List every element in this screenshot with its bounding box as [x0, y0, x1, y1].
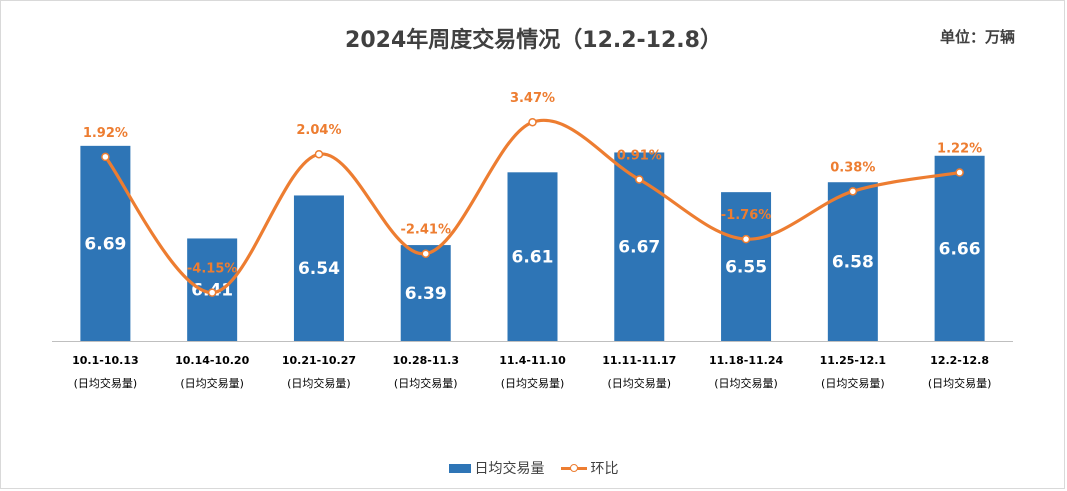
x-tick-label: 10.1-10.13: [72, 354, 139, 367]
line-value-label: 0.91%: [617, 148, 662, 163]
line-point: [314, 149, 324, 159]
line-point: [955, 168, 964, 177]
bar: [721, 192, 772, 341]
bar: [80, 145, 131, 341]
x-tick-sublabel: (日均交易量): [821, 376, 885, 390]
line-point: [741, 234, 751, 244]
legend-item-line: 环比: [560, 458, 619, 478]
line-value-label: -2.41%: [400, 223, 451, 238]
line-point: [101, 152, 110, 162]
line-point: [848, 187, 858, 196]
bar: [400, 245, 451, 341]
legend-line-swatch: [560, 463, 587, 473]
chart-title: 2024年周度交易情况（12.2-12.8）: [345, 28, 722, 53]
x-tick-label: 10.14-10.20: [175, 354, 249, 367]
line-value-label: 3.47%: [510, 91, 555, 106]
line-value-label: 1.92%: [83, 126, 128, 141]
bar-value-label: 6.55: [725, 258, 767, 278]
legend-line-label: 环比: [590, 461, 619, 477]
legend-bar-label: 日均交易量: [474, 461, 545, 477]
x-tick-label: 12.2-12.8: [930, 354, 989, 367]
bar: [614, 152, 665, 341]
x-tick-sublabel: (日均交易量): [607, 376, 671, 390]
line-value-label: -1.76%: [721, 208, 772, 223]
line-series-mom: [104, 118, 960, 295]
bar: [293, 195, 344, 341]
line-point: [635, 175, 644, 184]
legend: 日均交易量 环比: [0, 458, 1067, 478]
x-tick-sublabel: (日均交易量): [394, 376, 458, 390]
unit-label: 单位：万辆: [939, 28, 1015, 46]
x-tick-label: 10.21-10.27: [282, 354, 356, 367]
line-value-label: -4.15%: [187, 262, 238, 277]
bar-value-label: 6.67: [618, 238, 660, 258]
x-tick-label: 11.25-12.1: [820, 354, 887, 367]
line-value-label: 2.04%: [296, 123, 341, 138]
bar-value-label: 6.69: [84, 234, 126, 254]
bar: [934, 155, 985, 341]
x-tick-sublabel: (日均交易量): [714, 376, 778, 390]
legend-bar-swatch: [448, 463, 471, 473]
bar: [827, 182, 878, 341]
bar: [507, 172, 558, 341]
x-tick-label: 11.4-11.10: [499, 354, 566, 367]
line-point: [207, 288, 217, 297]
bar-value-label: 6.54: [298, 259, 340, 279]
x-tick-label: 11.18-11.24: [709, 354, 783, 367]
line-value-label: 1.22%: [937, 142, 982, 157]
x-tick-sublabel: (日均交易量): [180, 376, 244, 390]
x-tick-sublabel: (日均交易量): [74, 376, 138, 390]
line-point: [421, 249, 430, 258]
bar-value-label: 6.39: [405, 284, 447, 304]
x-tick-label: 10.28-11.3: [392, 354, 459, 367]
x-tick-sublabel: (日均交易量): [501, 376, 565, 390]
bar-value-label: 6.58: [832, 253, 874, 273]
legend-item-bar: 日均交易量: [448, 458, 545, 478]
bar-value-label: 6.61: [512, 248, 554, 268]
bar-value-label: 6.66: [939, 239, 981, 259]
x-tick-label: 11.11-11.17: [602, 354, 676, 367]
x-tick-sublabel: (日均交易量): [928, 376, 992, 390]
x-tick-sublabel: (日均交易量): [287, 376, 351, 390]
line-value-label: 0.38%: [830, 160, 875, 175]
line-point: [528, 117, 537, 127]
